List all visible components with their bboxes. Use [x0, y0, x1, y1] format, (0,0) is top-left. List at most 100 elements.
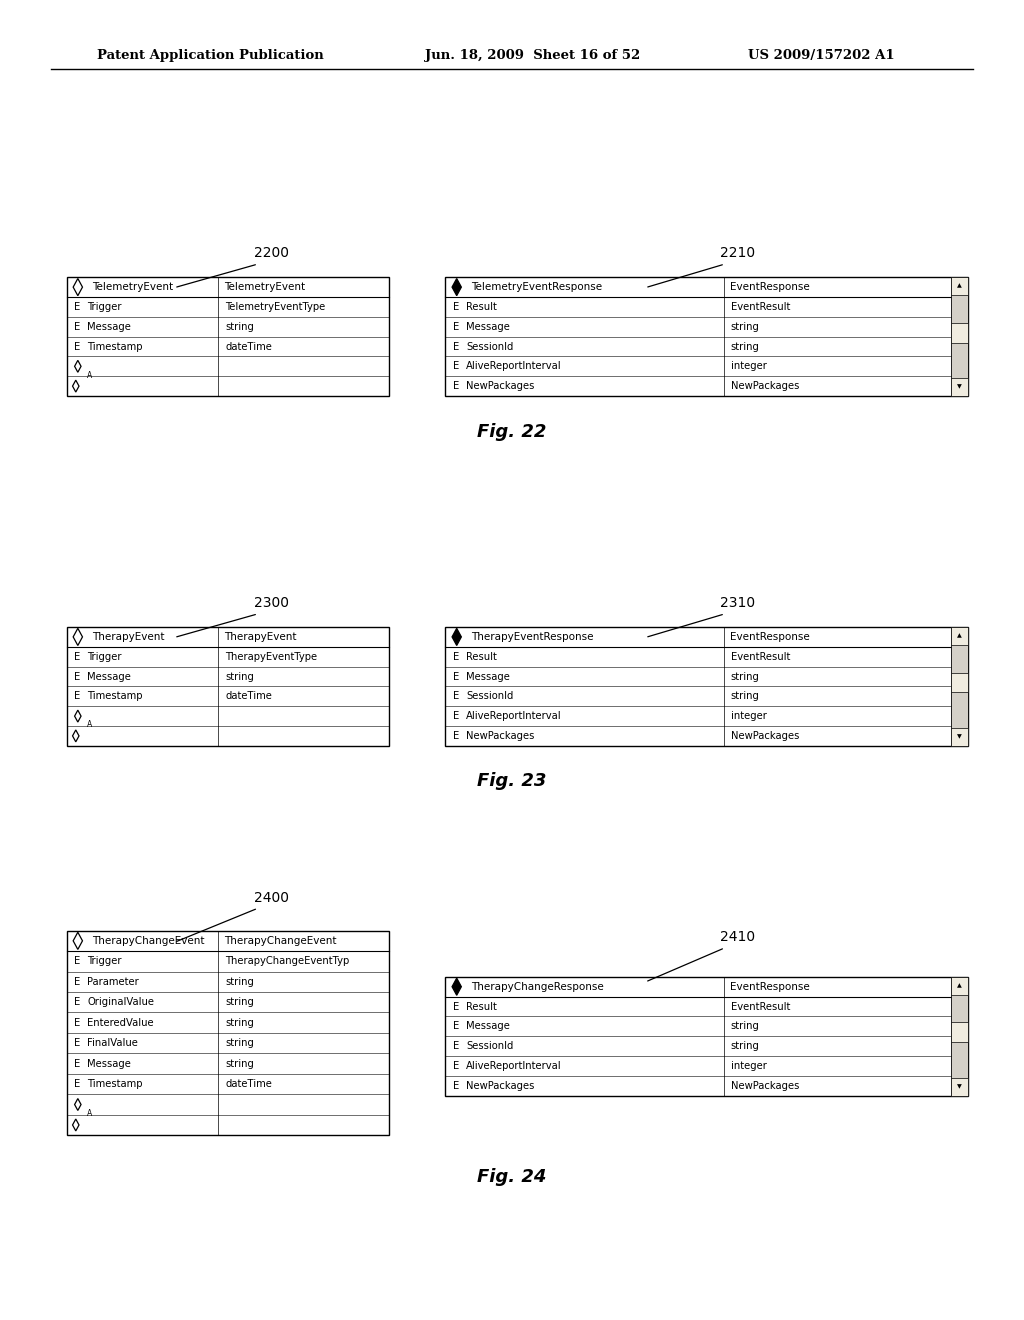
- Text: E: E: [74, 1038, 80, 1048]
- Text: ▼: ▼: [957, 734, 962, 739]
- Text: string: string: [225, 672, 254, 681]
- Text: E: E: [74, 302, 80, 312]
- Text: E: E: [453, 1081, 459, 1090]
- Text: E: E: [74, 342, 80, 351]
- Text: NewPackages: NewPackages: [466, 731, 535, 741]
- Bar: [951, 378, 968, 396]
- Text: E: E: [74, 997, 80, 1007]
- Text: E: E: [453, 711, 459, 721]
- Text: Fig. 22: Fig. 22: [477, 422, 547, 441]
- Text: A: A: [87, 1109, 92, 1118]
- Text: Patent Application Publication: Patent Application Publication: [97, 49, 324, 62]
- Text: E: E: [74, 692, 80, 701]
- Bar: [951, 1077, 968, 1096]
- Text: EventResponse: EventResponse: [730, 982, 810, 991]
- Polygon shape: [73, 1119, 79, 1131]
- Text: string: string: [731, 1041, 760, 1051]
- Text: ▲: ▲: [957, 284, 962, 289]
- Polygon shape: [75, 360, 81, 372]
- Polygon shape: [73, 730, 79, 742]
- Text: string: string: [731, 672, 760, 681]
- Text: E: E: [453, 731, 459, 741]
- Text: SessionId: SessionId: [466, 342, 513, 351]
- Text: FinalValue: FinalValue: [87, 1038, 138, 1048]
- Text: TherapyEventResponse: TherapyEventResponse: [471, 632, 594, 642]
- Text: TherapyEvent: TherapyEvent: [92, 632, 165, 642]
- Text: E: E: [453, 672, 459, 681]
- Text: E: E: [74, 956, 80, 966]
- Text: ▼: ▼: [957, 1084, 962, 1089]
- Text: EnteredValue: EnteredValue: [87, 1018, 154, 1028]
- Text: TherapyChangeEventTyp: TherapyChangeEventTyp: [225, 956, 349, 966]
- Text: Message: Message: [466, 1022, 510, 1031]
- Text: Message: Message: [466, 672, 510, 681]
- Text: string: string: [225, 1018, 254, 1028]
- Text: E: E: [453, 692, 459, 701]
- Polygon shape: [75, 710, 81, 722]
- Bar: [67, 627, 389, 746]
- Text: dateTime: dateTime: [225, 342, 272, 351]
- Text: string: string: [225, 1059, 254, 1069]
- Text: 2200: 2200: [254, 247, 289, 260]
- Text: ▲: ▲: [957, 983, 962, 989]
- Bar: [951, 727, 968, 746]
- Text: Trigger: Trigger: [87, 956, 122, 966]
- Text: EventResult: EventResult: [731, 302, 791, 312]
- Text: AliveReportInterval: AliveReportInterval: [466, 711, 561, 721]
- Text: integer: integer: [731, 711, 767, 721]
- Bar: [445, 627, 968, 746]
- Text: E: E: [453, 381, 459, 391]
- Text: TelemetryEvent: TelemetryEvent: [92, 282, 173, 292]
- Text: A: A: [87, 721, 92, 729]
- Text: E: E: [453, 1061, 459, 1071]
- Text: string: string: [731, 692, 760, 701]
- Text: E: E: [453, 302, 459, 312]
- Text: E: E: [453, 1002, 459, 1011]
- Text: Fig. 24: Fig. 24: [477, 1168, 547, 1187]
- Bar: [445, 277, 968, 396]
- Text: E: E: [74, 1078, 80, 1089]
- Text: NewPackages: NewPackages: [466, 381, 535, 391]
- Bar: [951, 627, 968, 645]
- Polygon shape: [75, 1098, 81, 1110]
- Text: SessionId: SessionId: [466, 692, 513, 701]
- Text: E: E: [453, 1041, 459, 1051]
- Text: integer: integer: [731, 1061, 767, 1071]
- Bar: [951, 323, 968, 343]
- Bar: [445, 977, 968, 1096]
- Text: TherapyChangeResponse: TherapyChangeResponse: [471, 982, 604, 991]
- Polygon shape: [73, 380, 79, 392]
- Text: OriginalValue: OriginalValue: [87, 997, 154, 1007]
- Text: 2300: 2300: [254, 597, 289, 610]
- Text: E: E: [453, 652, 459, 661]
- Bar: [951, 977, 968, 995]
- Text: E: E: [74, 672, 80, 681]
- Text: dateTime: dateTime: [225, 1078, 272, 1089]
- Text: TherapyChangeEvent: TherapyChangeEvent: [92, 936, 205, 946]
- Text: string: string: [731, 342, 760, 351]
- Text: TherapyChangeEvent: TherapyChangeEvent: [224, 936, 337, 946]
- Text: Jun. 18, 2009  Sheet 16 of 52: Jun. 18, 2009 Sheet 16 of 52: [425, 49, 640, 62]
- Text: E: E: [74, 322, 80, 331]
- Polygon shape: [73, 279, 83, 296]
- Text: E: E: [74, 652, 80, 661]
- Text: Result: Result: [466, 1002, 497, 1011]
- Text: SessionId: SessionId: [466, 1041, 513, 1051]
- Text: Timestamp: Timestamp: [87, 1078, 142, 1089]
- Text: string: string: [731, 1022, 760, 1031]
- Text: dateTime: dateTime: [225, 692, 272, 701]
- Text: Timestamp: Timestamp: [87, 692, 142, 701]
- Text: string: string: [225, 1038, 254, 1048]
- Text: TherapyEvent: TherapyEvent: [224, 632, 297, 642]
- Text: TelemetryEventResponse: TelemetryEventResponse: [471, 282, 602, 292]
- Text: AliveReportInterval: AliveReportInterval: [466, 1061, 561, 1071]
- Bar: [951, 673, 968, 692]
- Text: NewPackages: NewPackages: [731, 381, 799, 391]
- Polygon shape: [452, 628, 462, 645]
- Text: Parameter: Parameter: [87, 977, 139, 987]
- Text: integer: integer: [731, 362, 767, 371]
- Text: ▼: ▼: [957, 384, 962, 389]
- Text: Message: Message: [466, 322, 510, 331]
- Bar: [67, 277, 389, 396]
- Text: E: E: [74, 1059, 80, 1069]
